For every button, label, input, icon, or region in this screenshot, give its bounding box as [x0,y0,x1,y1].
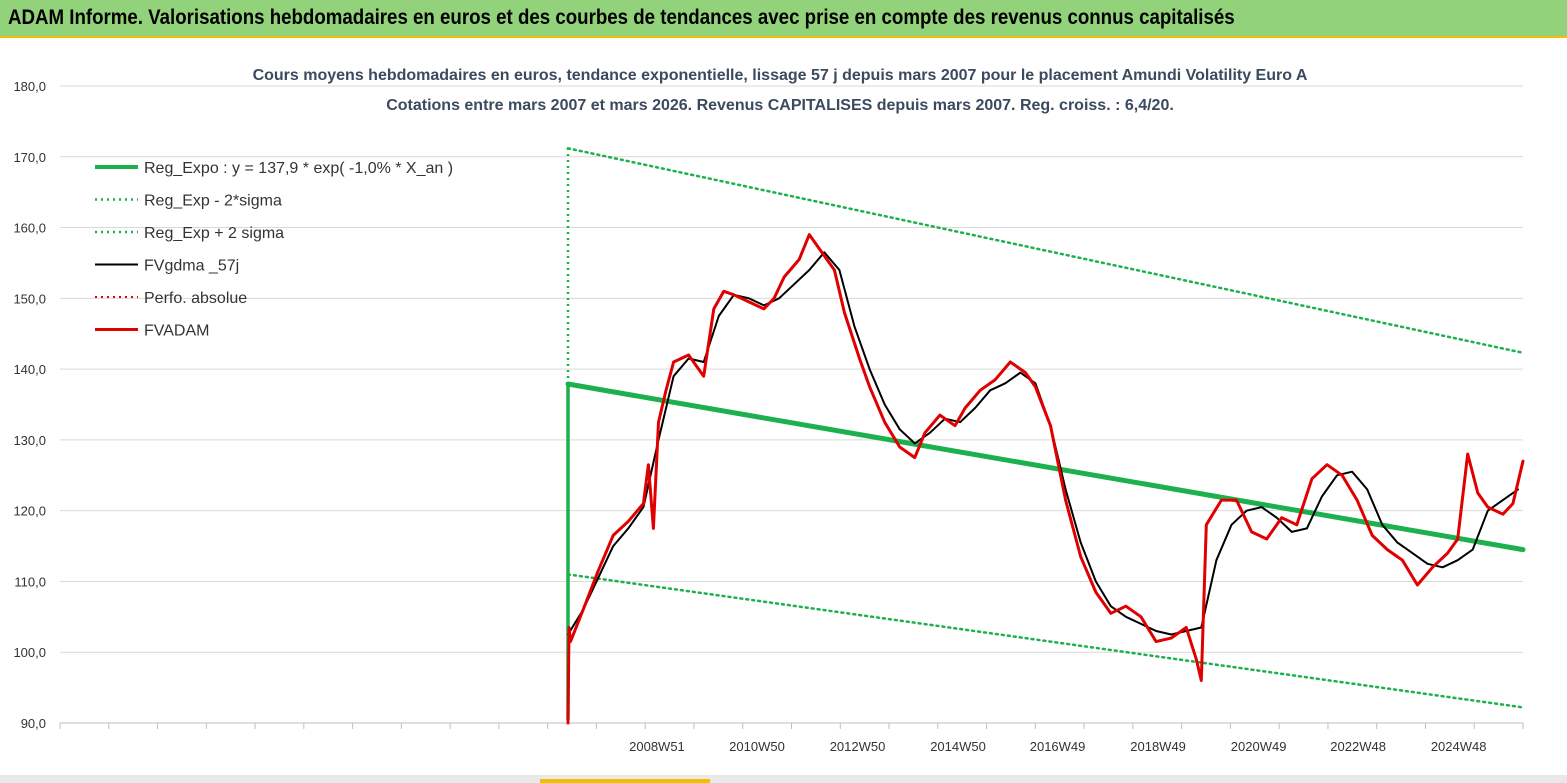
series-reg-exp-2-sigma-line [566,573,1525,709]
chart-grid [59,85,1524,729]
series-reg-exp-2-sigma-line [566,147,1525,355]
x-tick-label: 2008W51 [629,739,685,754]
report-banner: ADAM Informe. Valorisations hebdomadaire… [0,0,1567,38]
y-tick-label: 130,0 [13,433,46,448]
legend-entry: Reg_Expo : y = 137,9 * exp( -1,0% * X_an… [144,160,453,177]
report-banner-title: ADAM Informe. Valorisations hebdomadaire… [8,6,1235,29]
legend-entry: Reg_Exp + 2 sigma [144,225,284,242]
legend-entry: Perfo. absolue [144,290,247,307]
y-tick-label: 180,0 [13,79,46,94]
y-tick-label: 100,0 [13,645,46,660]
bottom-strip-accent [540,779,710,783]
chart-legend: Reg_Expo : y = 137,9 * exp( -1,0% * X_an… [95,160,453,340]
x-tick-label: 2012W50 [830,739,886,754]
chart-title: Cours moyens hebdomadaires en euros, ten… [253,67,1308,84]
y-tick-label: 150,0 [13,291,46,306]
chart-series [565,147,1526,725]
series-fvgdma-57j-line [567,251,1519,636]
y-tick-label: 140,0 [13,362,46,377]
y-tick-label: 90,0 [21,716,46,731]
series-reg-expo-y-137-9-exp-1-0-x-an-line [565,381,1526,553]
x-tick-label: 2018W49 [1130,739,1186,754]
y-tick-label: 110,0 [14,574,46,589]
x-axis: 2008W51 2010W50 2012W50 2014W50 2016W49 2018W… [629,739,1486,754]
legend-entry: FVADAM [144,323,209,340]
chart-subtitle: Cotations entre mars 2007 et mars 2026. … [386,97,1174,114]
y-tick-label: 170,0 [13,150,46,165]
bottom-strip [0,775,1567,783]
legend-entry: FVgdma _57j [144,258,239,275]
legend-entry: Reg_Exp - 2*sigma [144,193,282,210]
y-tick-label: 120,0 [13,504,46,519]
x-tick-label: 2024W48 [1431,739,1487,754]
y-axis: 180,0 170,0 160,0 150,0 140,0 130,0 120,0 110,0… [13,79,46,731]
series-fvadam-line [566,233,1525,725]
x-tick-label: 2022W48 [1330,739,1386,754]
x-tick-label: 2014W50 [930,739,986,754]
x-tick-label: 2016W49 [1030,739,1086,754]
y-tick-label: 160,0 [13,221,46,236]
x-tick-label: 2010W50 [729,739,785,754]
x-tick-label: 2020W49 [1231,739,1287,754]
